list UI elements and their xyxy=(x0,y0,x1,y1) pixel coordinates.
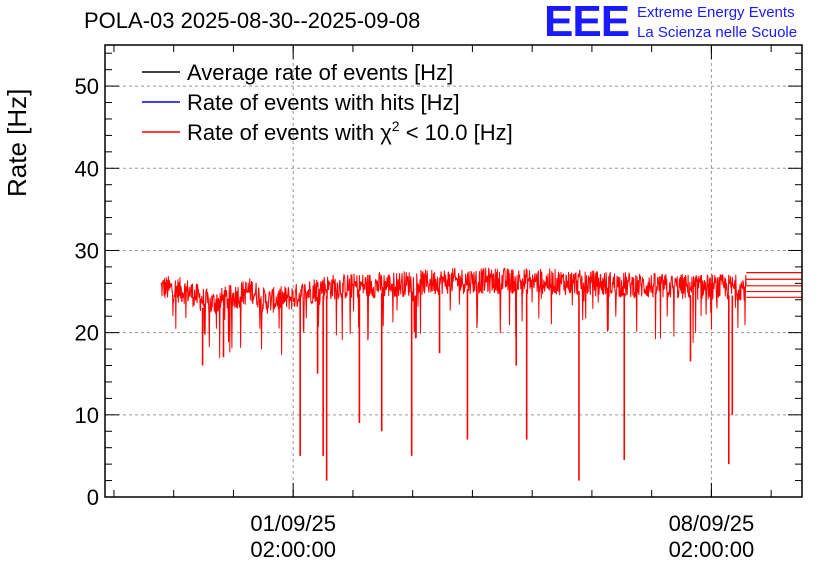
y-tick-label: 40 xyxy=(75,156,99,181)
x-tick-label-time: 02:00:00 xyxy=(669,537,755,562)
x-tick-label-time: 02:00:00 xyxy=(250,537,336,562)
legend-entry: Rate of events with χ2 < 10.0 [Hz] xyxy=(187,118,513,145)
y-tick-label: 50 xyxy=(75,74,99,99)
eee-logo: EEE xyxy=(544,0,630,46)
x-tick-label-date: 08/09/25 xyxy=(669,511,755,536)
legend-entry: Rate of events with hits [Hz] xyxy=(187,90,460,115)
y-tick-label: 30 xyxy=(75,238,99,263)
x-tick-label-date: 01/09/25 xyxy=(250,511,336,536)
plot-frame xyxy=(104,44,803,498)
y-tick-label: 20 xyxy=(75,321,99,346)
chart-title: POLA-03 2025-08-30--2025-09-08 xyxy=(84,8,421,33)
y-tick-label: 0 xyxy=(87,485,99,510)
logo-caption: Extreme Energy Events La Scienza nelle Sc… xyxy=(637,4,798,41)
legend-entry: Average rate of events [Hz] xyxy=(187,60,453,85)
chi2-rate-line xyxy=(160,267,747,359)
y-tick-label: 10 xyxy=(75,403,99,428)
